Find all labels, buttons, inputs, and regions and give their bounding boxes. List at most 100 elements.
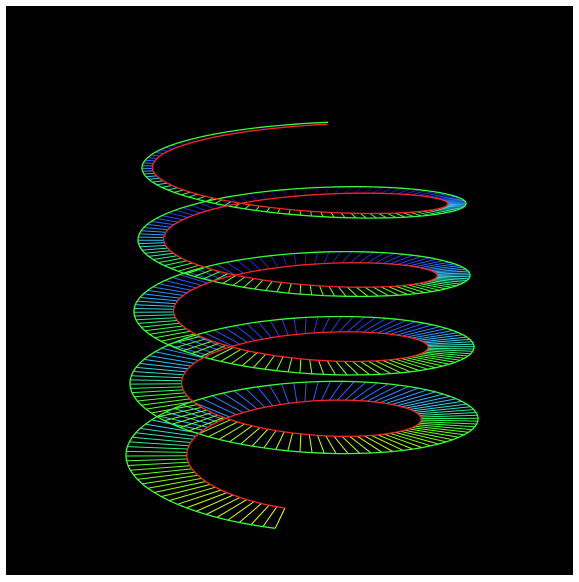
ribbon-rung (355, 317, 376, 333)
ribbon-rung (355, 286, 369, 297)
ribbon-rung (148, 177, 160, 180)
ribbon-rung (161, 215, 183, 221)
ribbon-rung (390, 254, 414, 265)
ribbon-rung (371, 434, 404, 451)
ribbon-rung (138, 320, 178, 324)
ribbon-rung (281, 383, 290, 404)
ribbon-rung (154, 151, 164, 155)
ribbon-rung (168, 486, 216, 502)
ribbon-rung (129, 441, 189, 447)
ribbon-rung (143, 172, 155, 175)
ribbon-rung (338, 316, 354, 333)
ribbon-rung (388, 187, 402, 195)
ribbon-rung (324, 186, 330, 195)
ribbon-rung (364, 435, 394, 452)
ribbon-rung (319, 285, 324, 296)
ribbon-rung (170, 262, 193, 269)
ribbon-rung (436, 208, 453, 212)
ribbon-rung (287, 357, 293, 373)
ribbon-rung (446, 204, 465, 207)
ribbon-rung (293, 318, 298, 335)
ribbon-rung (386, 389, 428, 404)
ribbon-rung (404, 189, 419, 195)
ribbon-rung (164, 280, 197, 289)
ribbon-rung (222, 274, 237, 284)
ribbon-rung (436, 276, 469, 280)
ribbon-rung (334, 186, 341, 194)
ribbon-rung (415, 425, 469, 433)
ribbon-rung (441, 197, 460, 200)
ribbon-rung (144, 250, 171, 254)
ribbon-rung (320, 381, 331, 401)
ribbon-rung (173, 189, 184, 193)
ribbon-rung (443, 198, 463, 201)
ribbon-outer-edge (125, 121, 479, 529)
ribbon-rung (165, 147, 174, 150)
ribbon-rung (141, 230, 166, 233)
ribbon-rung (173, 407, 218, 423)
ribbon-rung (328, 381, 344, 401)
ribbon-rung (157, 406, 202, 418)
ribbon-rung (191, 342, 219, 355)
ribbon-rung (388, 359, 420, 372)
ribbon-rung (147, 477, 202, 489)
ribbon-rung (199, 202, 215, 210)
ribbon-rung (360, 360, 381, 375)
ribbon-rung (148, 252, 174, 257)
ribbon-rung (427, 265, 460, 271)
ribbon-rung (402, 326, 441, 337)
ribbon-rung (220, 348, 242, 362)
ribbon-rung (240, 427, 261, 445)
ribbon-rung (224, 327, 248, 343)
ribbon-rung (388, 286, 408, 295)
ribbon-rung (258, 321, 272, 339)
ribbon-rung (182, 207, 201, 214)
ribbon-rung (229, 425, 253, 443)
ribbon-rung (335, 360, 348, 376)
ribbon-rung (293, 382, 298, 403)
ribbon-rung (367, 252, 385, 264)
ribbon-rung (195, 494, 234, 512)
ribbon-rung (395, 212, 406, 218)
ribbon-rung (130, 386, 183, 389)
ribbon-rung (377, 319, 407, 334)
ribbon-rung (196, 195, 206, 200)
ribbon-rung (382, 253, 405, 264)
ribbon-rung (325, 435, 337, 454)
ribbon-rung (262, 506, 278, 527)
ribbon-rung (419, 422, 475, 428)
ribbon-rung (140, 427, 196, 437)
ribbon-rung (330, 212, 335, 218)
ribbon-rung (380, 286, 399, 296)
ribbon-rung (247, 258, 261, 271)
ribbon-rung (167, 212, 189, 218)
ribbon-rung (312, 381, 319, 402)
ribbon-rung (321, 316, 331, 333)
ribbon-rung (314, 187, 318, 195)
ribbon-rung (362, 317, 387, 333)
ribbon-rung (147, 289, 184, 296)
ribbon-rung (180, 191, 191, 196)
ribbon-rung (257, 386, 274, 407)
ribbon-rung (205, 496, 241, 515)
ribbon-rung (422, 336, 467, 343)
ribbon-rung (344, 381, 367, 401)
ribbon-rung (252, 353, 267, 368)
ribbon-rung (168, 344, 209, 356)
ribbon-rung (216, 499, 248, 518)
ribbon-rung (152, 286, 188, 294)
ribbon-rung (445, 200, 465, 202)
ribbon-rung (154, 481, 206, 493)
ribbon-rung (346, 316, 365, 333)
ribbon-rung (130, 465, 190, 471)
ribbon-rung (309, 359, 313, 374)
ribbon-rung (224, 201, 232, 206)
ribbon-rung (277, 208, 281, 214)
ribbon-rung (161, 483, 211, 498)
ribbon-rung (391, 391, 436, 405)
ribbon-rung (287, 432, 294, 451)
ribbon-rung (415, 332, 459, 340)
ribbon-rung (250, 504, 270, 526)
ribbon-rung (186, 492, 228, 509)
ribbon-rung (432, 209, 449, 213)
